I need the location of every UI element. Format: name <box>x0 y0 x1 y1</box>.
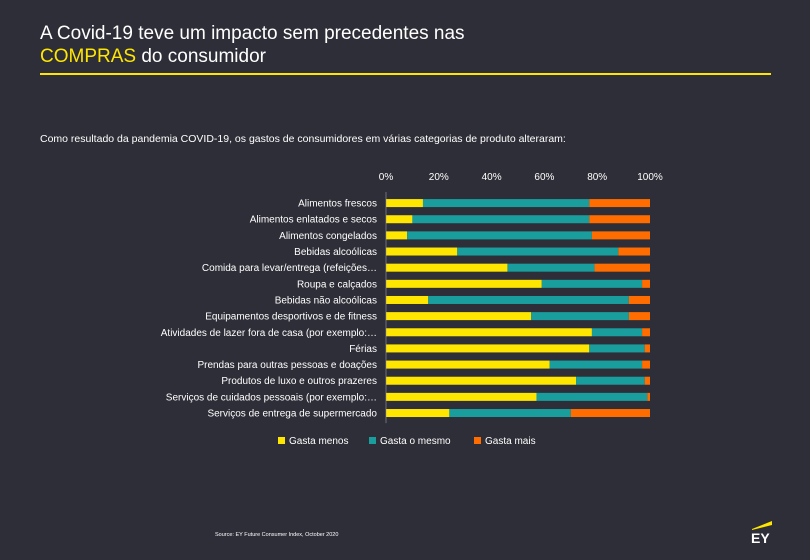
ey-logo: EY <box>751 521 772 546</box>
bar-segment-1 <box>386 295 429 304</box>
bar-segment-3 <box>628 312 650 321</box>
title-rest: do consumidor <box>136 46 266 67</box>
legend-label: Gasta o mesmo <box>380 436 451 447</box>
bar-segment-3 <box>570 409 650 418</box>
category-label: Comida para levar/entrega (refeições… <box>202 263 377 274</box>
bar-segment-1 <box>386 409 450 418</box>
legend-label: Gasta menos <box>289 436 348 447</box>
bar-segment-2 <box>549 360 643 369</box>
bar-segment-3 <box>618 247 650 256</box>
title-line-2: COMPRAS do consumidor <box>40 45 465 68</box>
bar-segment-1 <box>386 231 408 240</box>
category-label: Alimentos frescos <box>298 199 377 210</box>
legend-swatch <box>474 437 481 444</box>
bar-segment-3 <box>642 360 650 369</box>
chart-subtitle: Como resultado da pandemia COVID-19, os … <box>40 133 566 145</box>
bar-segment-2 <box>589 344 645 353</box>
category-label: Equipamentos desportivos e de fitness <box>205 312 377 323</box>
category-label: Roupa e calçados <box>297 279 377 290</box>
x-tick-label: 0% <box>379 172 394 183</box>
bar-segment-3 <box>591 231 650 240</box>
category-label: Bebidas alcoólicas <box>294 247 377 258</box>
category-label: Produtos de luxo e outros prazeres <box>221 376 377 387</box>
bar-segment-2 <box>457 247 619 256</box>
x-tick-label: 60% <box>534 172 554 183</box>
bar-segment-1 <box>386 263 508 272</box>
bar-segment-1 <box>386 328 592 337</box>
category-label: Atividades de lazer fora de casa (por ex… <box>161 328 377 339</box>
bar-segment-2 <box>449 409 571 418</box>
bar-segment-1 <box>386 360 550 369</box>
category-label: Serviços de cuidados pessoais (por exemp… <box>166 392 377 403</box>
bar-segment-2 <box>531 312 629 321</box>
bar-segment-1 <box>386 279 542 288</box>
bar-segment-3 <box>644 344 650 353</box>
source-note: Source: EY Future Consumer Index, Octobe… <box>215 532 339 538</box>
bar-segment-2 <box>422 199 590 208</box>
category-label: Prendas para outras pessoas e doações <box>197 360 377 371</box>
category-label: Alimentos congelados <box>279 231 377 242</box>
title-highlight: COMPRAS <box>40 46 137 67</box>
x-tick-label: 40% <box>482 172 502 183</box>
bar-segment-1 <box>386 376 577 385</box>
category-label: Férias <box>349 344 377 355</box>
ey-logo-beam <box>752 521 772 530</box>
bar-segment-2 <box>507 263 595 272</box>
bar-segment-1 <box>386 215 413 224</box>
x-tick-label: 100% <box>637 172 663 183</box>
category-label: Serviços de entrega de supermercado <box>207 409 377 420</box>
legend-swatch <box>369 437 376 444</box>
bar-segment-2 <box>541 279 643 288</box>
bar-segment-1 <box>386 344 590 353</box>
category-label: Bebidas não alcoólicas <box>275 295 377 306</box>
x-tick-label: 80% <box>587 172 607 183</box>
bar-segment-1 <box>386 392 537 401</box>
bar-segment-3 <box>589 199 650 208</box>
title-line-1: A Covid-19 teve um impacto sem precedent… <box>40 23 465 44</box>
bar-segment-1 <box>386 247 458 256</box>
x-tick-label: 20% <box>429 172 449 183</box>
bar-segment-2 <box>412 215 590 224</box>
category-label: Alimentos enlatados e secos <box>250 215 377 226</box>
bar-segment-3 <box>644 376 650 385</box>
bar-segment-3 <box>594 263 650 272</box>
bar-segment-2 <box>428 295 629 304</box>
legend-label: Gasta mais <box>485 436 536 447</box>
page-title: A Covid-19 teve um impacto sem precedent… <box>40 22 465 68</box>
bar-segment-3 <box>642 328 650 337</box>
bar-segment-2 <box>576 376 645 385</box>
legend-swatch <box>278 437 285 444</box>
bar-segment-2 <box>591 328 643 337</box>
title-divider <box>40 73 771 75</box>
bar-segment-1 <box>386 312 532 321</box>
bar-segment-2 <box>407 231 592 240</box>
ey-logo-text: EY <box>751 530 770 546</box>
bar-segment-1 <box>386 199 423 208</box>
bar-segment-3 <box>589 215 650 224</box>
bar-segment-2 <box>536 392 648 401</box>
bar-segment-3 <box>628 295 650 304</box>
bar-segment-3 <box>642 279 650 288</box>
bar-segment-3 <box>647 392 650 401</box>
